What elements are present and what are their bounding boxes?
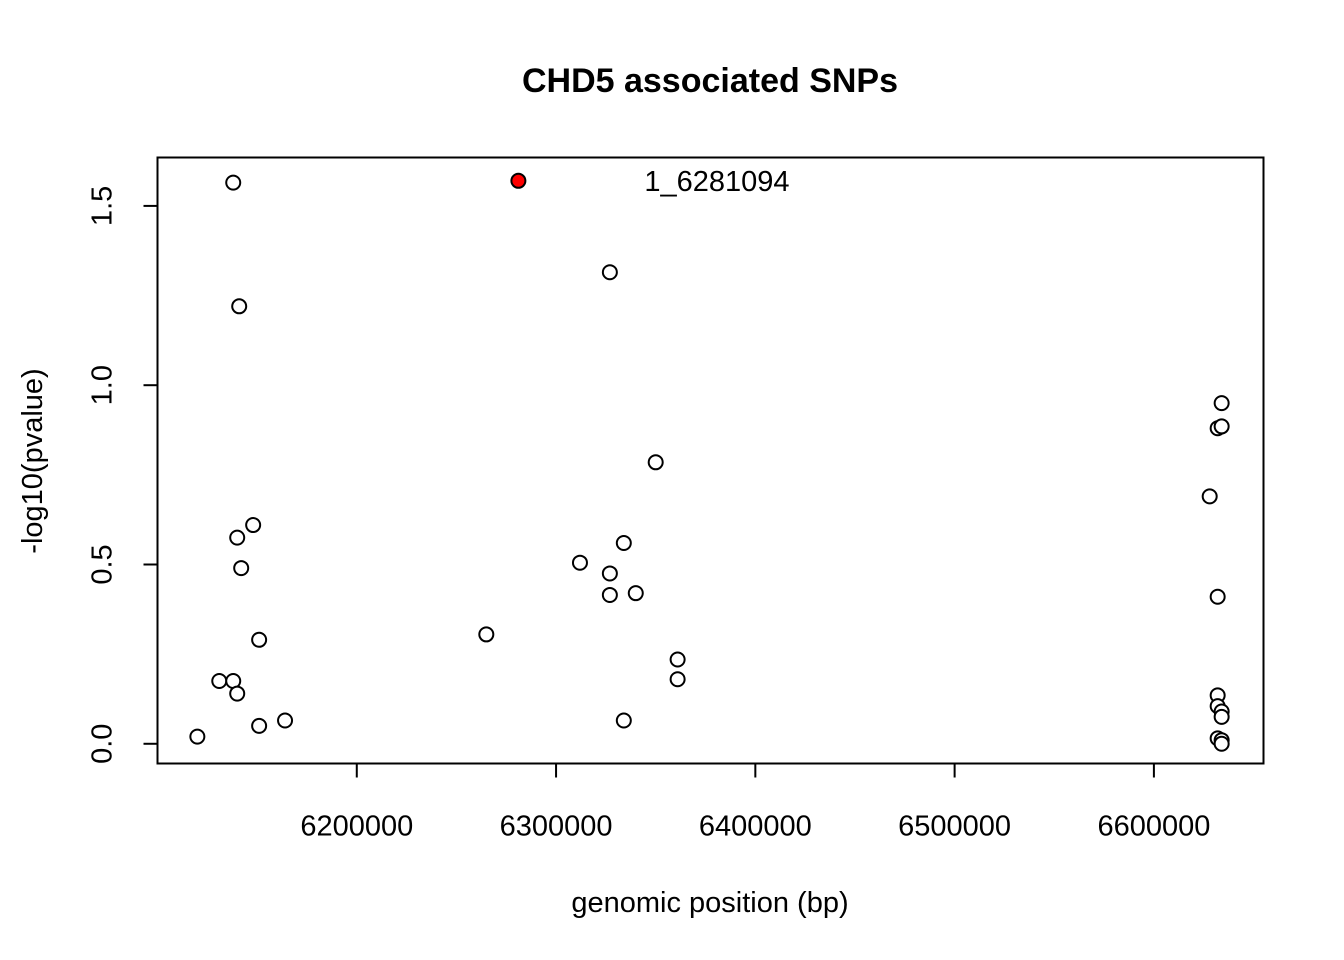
snp-point — [1209, 588, 1226, 605]
snp-point — [1201, 488, 1218, 505]
x-tick-label: 6600000 — [1097, 811, 1210, 843]
x-axis: 6200000 6300000 6400000 6500000 6600000 — [300, 762, 1210, 843]
snp-point — [211, 673, 228, 690]
snp-point — [225, 174, 242, 191]
snp-point — [1213, 395, 1230, 412]
y-tick-label: 1.0 — [87, 365, 119, 405]
snp-point — [231, 298, 248, 315]
snp-point — [601, 264, 618, 281]
y-tick-label: 0.5 — [87, 544, 119, 584]
x-tick-label: 6200000 — [300, 811, 413, 843]
snp-point — [1213, 735, 1230, 752]
x-tick-label: 6400000 — [699, 811, 812, 843]
data-points — [189, 174, 1230, 752]
snp-point — [229, 529, 246, 546]
snp-point — [277, 712, 294, 729]
snp-point — [1213, 418, 1230, 435]
snp-point — [251, 717, 268, 734]
snp-point — [627, 585, 644, 602]
snp-point — [647, 454, 664, 471]
x-tick-label: 6500000 — [898, 811, 1011, 843]
highlighted-snp-label: 1_6281094 — [644, 166, 789, 198]
snp-point — [669, 651, 686, 668]
snp-point — [245, 517, 262, 534]
snp-point — [229, 685, 246, 702]
snp-point — [478, 626, 495, 643]
snp-point — [571, 554, 588, 571]
x-tick-label: 6300000 — [500, 811, 613, 843]
plot-area-frame — [156, 156, 1265, 765]
y-tick-label: 0.0 — [87, 724, 119, 764]
x-axis-label: genomic position (bp) — [571, 887, 848, 919]
snp-point — [1213, 708, 1230, 725]
highlighted-snp-point — [510, 172, 527, 189]
highlighted-snp: 1_6281094 — [510, 166, 790, 198]
y-axis-label: -log10(pvalue) — [17, 368, 49, 553]
snp-point — [189, 728, 206, 745]
snp-point — [669, 671, 686, 688]
y-tick-label: 1.5 — [87, 186, 119, 226]
snp-point — [615, 712, 632, 729]
y-axis: 0.0 0.5 1.0 1.5 — [87, 186, 159, 764]
snp-point — [233, 560, 250, 577]
snp-point — [601, 586, 618, 603]
snp-point — [251, 631, 268, 648]
snp-point — [615, 534, 632, 551]
snp-point — [601, 565, 618, 582]
chart-title: CHD5 associated SNPs — [522, 62, 898, 100]
